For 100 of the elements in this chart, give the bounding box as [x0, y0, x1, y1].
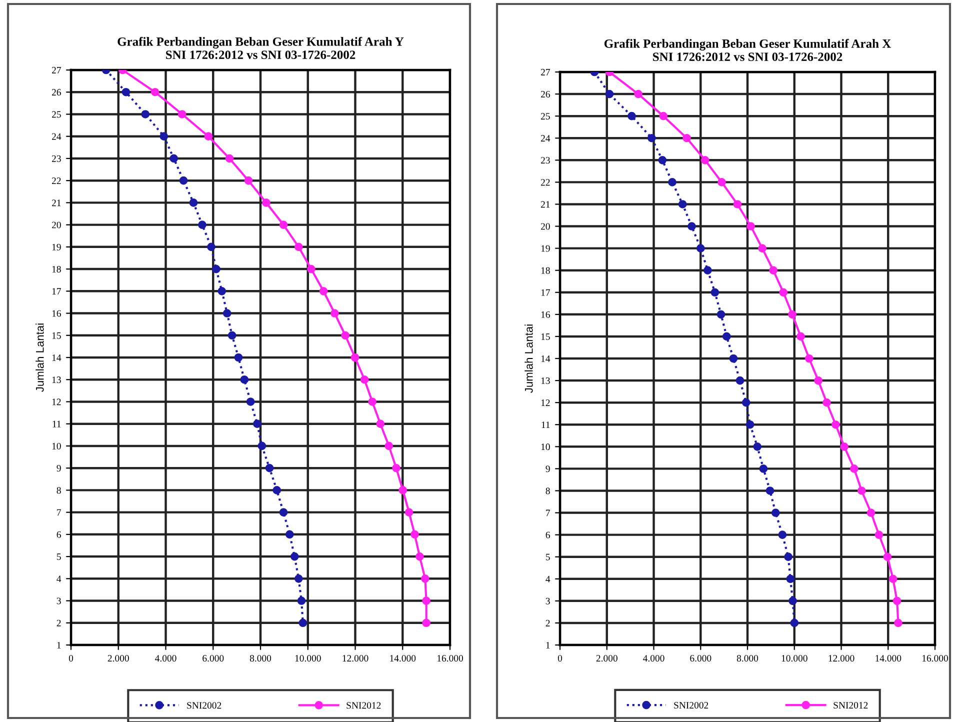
- chart-title: Grafik Perbandingan Beban Geser Kumulatif Arah Y SNI 1726:2012 vs SNI 03-1726-2002: [118, 36, 404, 60]
- x-tick-label: 6.000: [202, 655, 224, 662]
- point: [392, 464, 400, 472]
- y-tick-label: 18: [541, 267, 550, 274]
- point: [212, 264, 220, 274]
- x-tick-label: 4.000: [155, 655, 176, 662]
- point: [746, 420, 754, 429]
- legend-label: SNI2012: [834, 702, 868, 709]
- point: [766, 486, 774, 495]
- x-tick-label: 10.000: [782, 655, 808, 662]
- y-tick-label: 9: [56, 465, 61, 472]
- point: [769, 266, 778, 275]
- y-tick-label: 13: [52, 376, 61, 384]
- point: [150, 88, 160, 96]
- legend-label: SNI2012: [346, 702, 381, 709]
- point: [840, 442, 848, 451]
- y-tick-label: 16: [541, 311, 550, 318]
- y-tick-label: 21: [52, 200, 61, 206]
- y-tick-label: 27: [540, 68, 550, 76]
- point: [350, 353, 360, 362]
- point: [771, 508, 780, 517]
- x-tick-label: 10.000: [295, 655, 321, 662]
- point: [736, 376, 744, 385]
- point: [778, 530, 787, 539]
- point: [628, 112, 636, 120]
- y-tick-label: 23: [540, 157, 550, 164]
- point: [753, 442, 762, 451]
- y-tick-label: 7: [57, 509, 61, 516]
- point: [804, 354, 814, 363]
- point: [814, 376, 822, 385]
- point: [822, 398, 831, 407]
- point: [710, 288, 720, 297]
- x-tick-label: 14.000: [390, 655, 416, 662]
- x-tick-label: 8.000: [736, 655, 758, 662]
- point: [218, 286, 226, 296]
- point: [696, 244, 705, 252]
- point: [341, 331, 350, 340]
- y-tick-label: 2: [56, 620, 61, 626]
- point: [422, 618, 430, 628]
- point: [319, 286, 328, 296]
- y-axis-title: Jumlah Lantai: [36, 324, 44, 392]
- point: [234, 353, 243, 362]
- x-tick-label: 4.000: [643, 655, 664, 662]
- point: [384, 442, 394, 450]
- y-tick-label: 17: [52, 288, 61, 295]
- y-tick-label: 14: [541, 355, 550, 362]
- point: [700, 156, 710, 164]
- point: [857, 486, 866, 495]
- point: [784, 552, 792, 562]
- y-tick-label: 3: [56, 598, 61, 604]
- point: [225, 154, 234, 163]
- y-tick-label: 8: [56, 487, 61, 494]
- y-tick-label: 4: [546, 576, 550, 582]
- point: [262, 198, 270, 207]
- y-tick-label: 15: [52, 332, 61, 339]
- point: [790, 618, 799, 628]
- y-tick-label: 11: [52, 420, 61, 428]
- point: [779, 288, 788, 297]
- point: [294, 574, 303, 583]
- point: [253, 420, 262, 428]
- point: [207, 242, 216, 252]
- x-tick-label: 12.000: [828, 655, 854, 662]
- point: [742, 398, 750, 407]
- y-tick-label: 8: [546, 488, 550, 494]
- point: [758, 244, 766, 252]
- y-tick-label: 10: [541, 444, 550, 450]
- x-tick-label: 12.000: [342, 655, 368, 662]
- y-tick-label: 4: [56, 576, 62, 582]
- point: [718, 178, 726, 186]
- x-tick-label: 8.000: [250, 655, 272, 662]
- point: [678, 200, 687, 208]
- point: [272, 486, 282, 494]
- y-tick-label: 19: [52, 244, 61, 250]
- x-tick-label: 0: [558, 655, 562, 662]
- point: [831, 420, 840, 429]
- y-tick-label: 27: [52, 66, 61, 74]
- point: [733, 200, 742, 208]
- x-tick-label: 16.000: [437, 655, 463, 662]
- point: [307, 264, 316, 274]
- point: [866, 508, 876, 517]
- y-tick-label: 18: [52, 266, 61, 273]
- point: [376, 420, 385, 428]
- point: [888, 574, 898, 584]
- point: [189, 198, 198, 207]
- point: [746, 222, 755, 230]
- point: [141, 110, 150, 118]
- y-tick-label: 20: [52, 222, 61, 228]
- y-tick-label: 24: [52, 133, 62, 140]
- point: [850, 464, 858, 473]
- point: [658, 156, 667, 164]
- point: [246, 398, 255, 406]
- point: [874, 530, 884, 539]
- point: [422, 596, 430, 605]
- y-tick-label: 20: [540, 223, 550, 230]
- x-tick-label: 14.000: [876, 655, 902, 662]
- point: [204, 132, 213, 141]
- x-tick-label: 0: [68, 655, 74, 662]
- y-tick-label: 22: [540, 179, 550, 186]
- point: [729, 354, 738, 363]
- x-tick-label: 16.000: [922, 655, 948, 662]
